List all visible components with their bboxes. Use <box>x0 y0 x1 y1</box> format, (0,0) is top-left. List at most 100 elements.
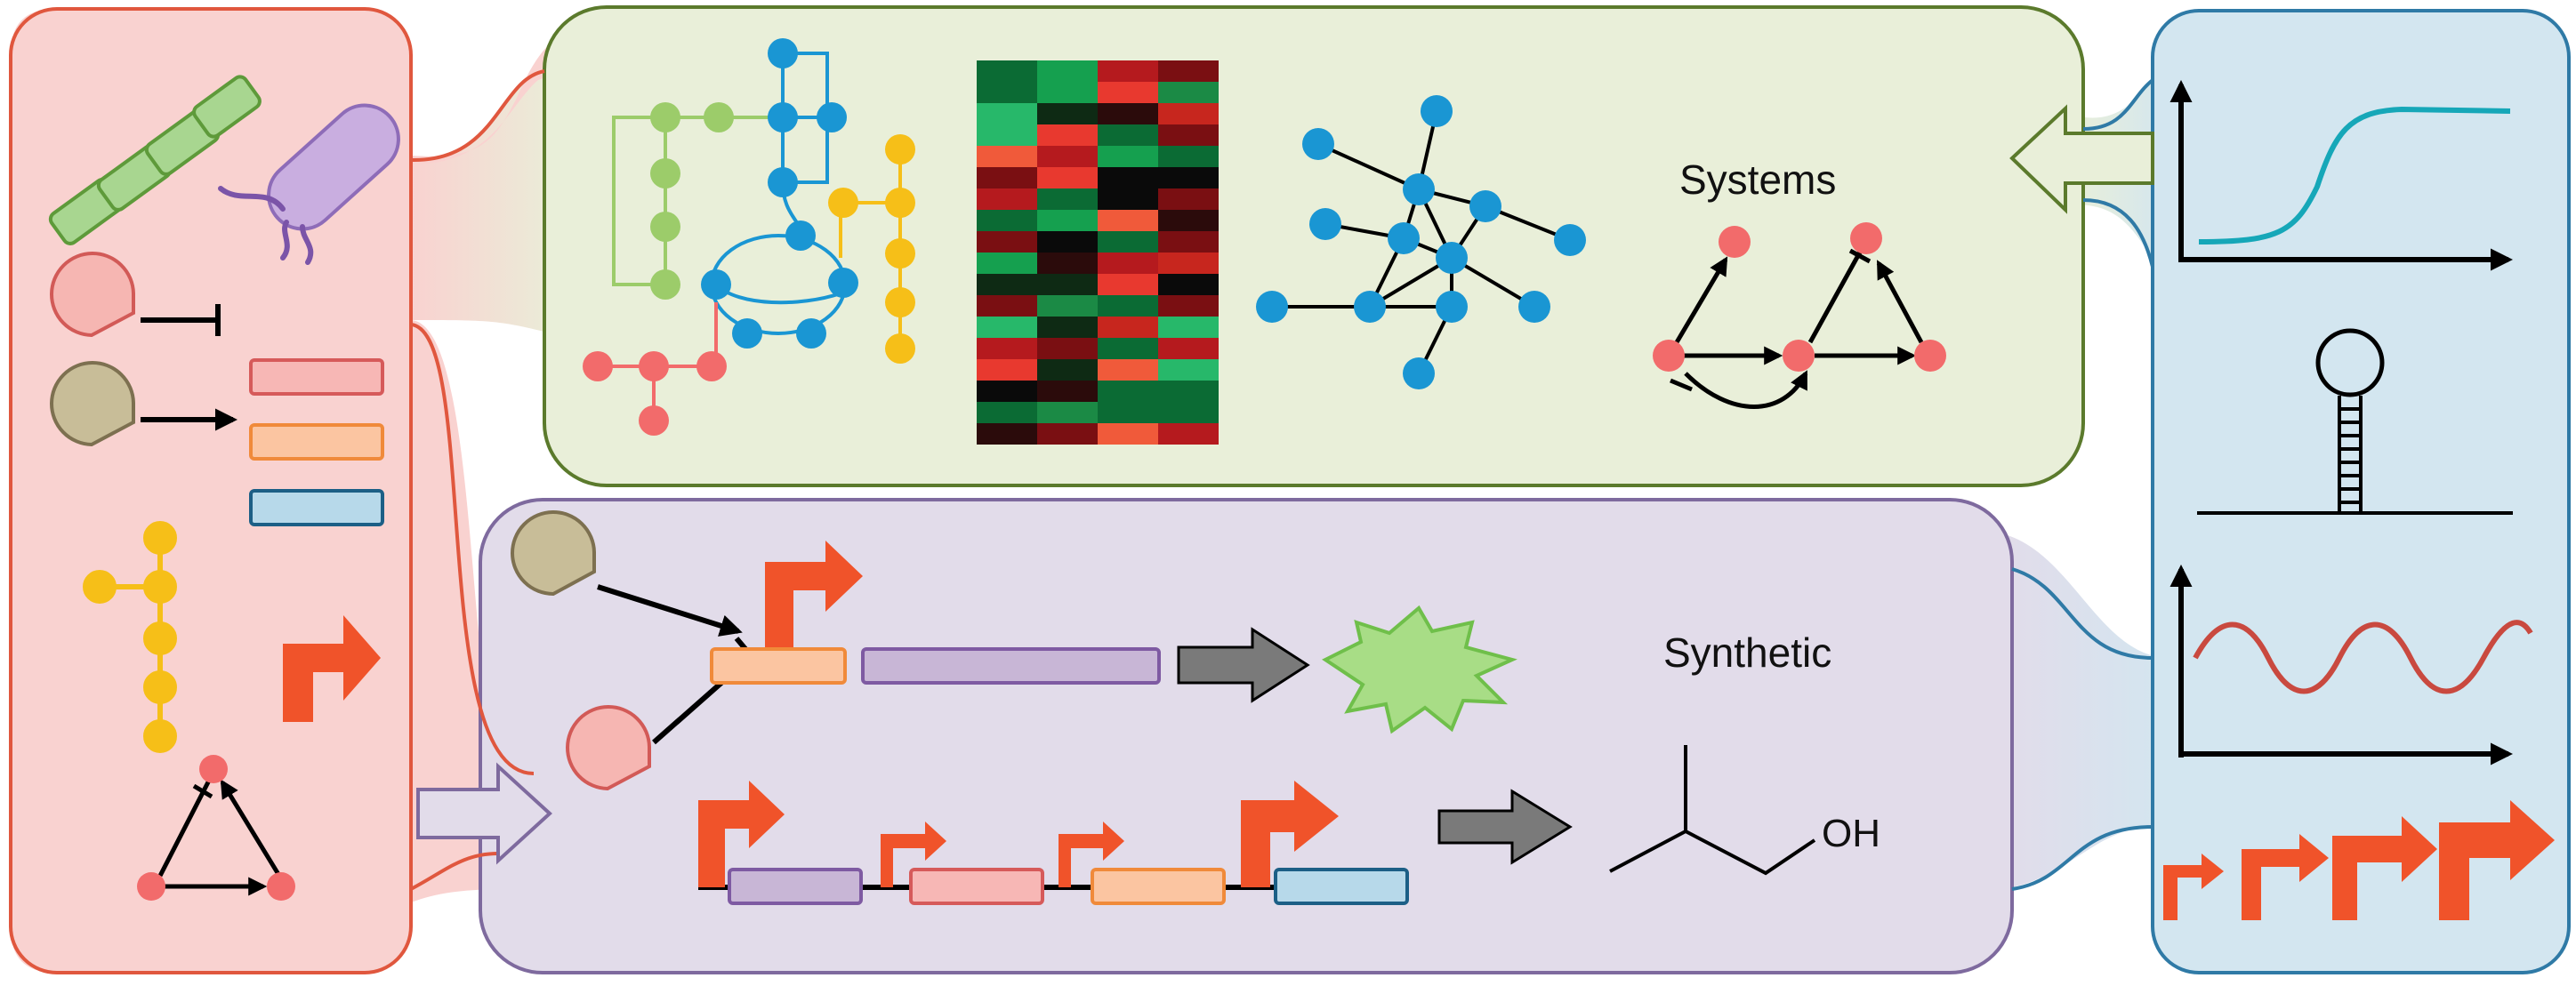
heatmap-cell <box>977 402 1037 423</box>
heatmap-cell <box>1037 188 1098 210</box>
heatmap-cell <box>1098 338 1158 359</box>
graded-promoter-icon <box>2163 800 2555 920</box>
heatmap-cell <box>1037 146 1098 167</box>
promoter-arrow-icon <box>283 615 381 722</box>
heatmap-cell <box>1158 359 1219 381</box>
gene-part-icon-orange <box>249 423 384 461</box>
expression-arrow-1 <box>1177 627 1310 703</box>
heatmap-icon <box>977 60 1219 445</box>
heatmap-cell <box>1158 167 1219 188</box>
heatmap-cell <box>1098 60 1158 82</box>
synthetic-content: Synthetic OH <box>511 510 1880 905</box>
heatmap-cell <box>977 146 1037 167</box>
heatmap-cell <box>1098 188 1158 210</box>
heatmap-cell <box>1158 210 1219 231</box>
into-systems-chevron <box>2009 104 2154 214</box>
synthetic-repressor-icon <box>566 705 651 791</box>
heatmap-cell <box>977 231 1037 253</box>
heatmap-cell <box>977 274 1037 295</box>
heatmap-cell <box>977 338 1037 359</box>
heatmap-cell <box>1037 124 1098 146</box>
design-synthetic-link-line <box>2011 567 2153 660</box>
pathway-tree-icon <box>83 521 177 753</box>
heatmap-cell <box>977 103 1037 124</box>
expression-arrow-2 <box>1437 789 1573 865</box>
parts-systems-link-line <box>410 69 545 163</box>
parts-content <box>48 75 400 901</box>
heatmap-cell <box>1158 124 1219 146</box>
heatmap-cell <box>977 381 1037 402</box>
parts-to-systems-connector <box>411 53 569 338</box>
feed-forward-motif-icon <box>1653 222 1946 409</box>
heatmap-cell <box>1037 167 1098 188</box>
heatmap-cell <box>1037 381 1098 402</box>
heatmap-cell <box>977 82 1037 103</box>
heatmap-cell <box>1037 231 1098 253</box>
heatmap-cell <box>977 60 1037 82</box>
heatmap-cell <box>1158 402 1219 423</box>
heatmap-cell <box>977 167 1037 188</box>
design-systems-link-line-2 <box>2082 198 2154 268</box>
design-to-synthetic-connector <box>2001 533 2170 889</box>
heatmap-cell <box>1037 402 1098 423</box>
heatmap-cell <box>1098 295 1158 317</box>
heatmap-cell <box>1158 231 1219 253</box>
sigmoid-response-icon <box>2169 79 2514 271</box>
heatmap-cell <box>977 295 1037 317</box>
synthetic-label: Synthetic <box>1663 629 1831 676</box>
synthetic-activator-icon <box>511 510 596 597</box>
product-burst-icon <box>1322 605 1517 734</box>
heatmap-cell <box>1037 295 1098 317</box>
heatmap-cell <box>1158 188 1219 210</box>
pathway-promoter-large <box>698 781 785 887</box>
synthetic-panel <box>479 498 2014 974</box>
heatmap-cell <box>1098 381 1158 402</box>
metabolic-network-icon <box>583 38 915 436</box>
heatmap-cell <box>1158 103 1219 124</box>
heatmap-cell <box>1158 295 1219 317</box>
heatmap-cell <box>1158 274 1219 295</box>
heatmap-cell <box>1098 317 1158 338</box>
heatmap-cell <box>1158 146 1219 167</box>
pathway-gene-orange <box>1091 868 1226 905</box>
flagellated-bacterium-icon <box>218 103 400 265</box>
heatmap-cell <box>1158 381 1219 402</box>
gene-part-icon-pink <box>249 358 384 396</box>
design-systems-link-line <box>2082 78 2154 131</box>
parts-synthetic-link-line-2 <box>410 852 499 891</box>
heatmap-cell <box>1158 82 1219 103</box>
hairpin-rna-icon <box>2197 328 2513 515</box>
heatmap-cell <box>977 423 1037 445</box>
design-synthetic-link-line-2 <box>2011 825 2153 891</box>
heatmap-cell <box>1158 423 1219 445</box>
heatmap-cell <box>977 359 1037 381</box>
oscillator-response-icon <box>2169 564 2533 766</box>
heatmap-cell <box>1158 253 1219 274</box>
pathway-promoter-small-1 <box>881 822 946 887</box>
pathway-gene-pink <box>909 868 1044 905</box>
heatmap-cell <box>1098 231 1158 253</box>
heatmap-cell <box>1098 359 1158 381</box>
isobutanol-molecule-icon <box>1609 745 1816 876</box>
heatmap-cell <box>1037 253 1098 274</box>
circuit-promoter-icon <box>765 541 863 649</box>
heatmap-cell <box>1098 402 1158 423</box>
parts-synthetic-link-line <box>410 323 535 775</box>
protein-activator-icon <box>50 361 135 447</box>
heatmap-cell <box>1158 60 1219 82</box>
systems-content: Systems <box>583 38 1946 445</box>
heatmap-cell <box>1037 317 1098 338</box>
heatmap-cell <box>1037 60 1098 82</box>
heatmap-cell <box>1158 338 1219 359</box>
heatmap-cell <box>1098 423 1158 445</box>
heatmap-cell <box>1098 167 1158 188</box>
heatmap-cell <box>1098 274 1158 295</box>
heatmap-cell <box>977 210 1037 231</box>
synthetic-activation-arrow <box>597 584 743 637</box>
heatmap-cell <box>1037 103 1098 124</box>
pathway-promoter-small-2 <box>1059 822 1124 887</box>
heatmap-cell <box>1037 274 1098 295</box>
protein-repressor-icon <box>50 252 135 338</box>
heatmap-cell <box>1037 210 1098 231</box>
